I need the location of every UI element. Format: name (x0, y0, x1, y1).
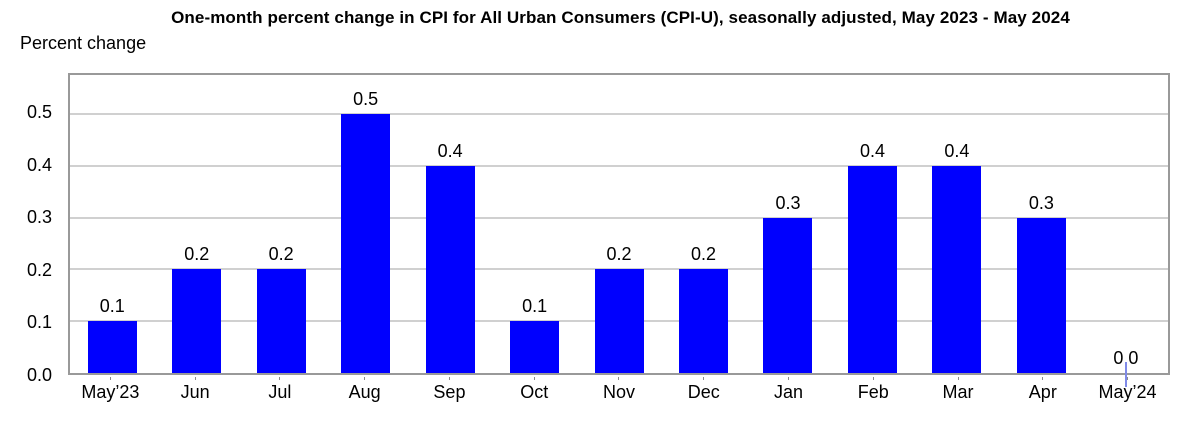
x-label-slot: Jan (746, 377, 831, 402)
bar (594, 269, 644, 373)
x-tickmark (194, 377, 196, 380)
x-tick-label: Sep (433, 382, 466, 402)
bar-slot: 0.2 (239, 75, 323, 373)
x-label-slot: Apr (1000, 377, 1085, 402)
bar-slot: 0.1 (492, 75, 576, 373)
bar-value-label: 0.1 (522, 296, 548, 317)
bar (341, 113, 391, 373)
bar-value-label: 0.0 (1113, 348, 1139, 368)
x-label-slot: Aug (322, 377, 407, 402)
bar-value-label: 0.2 (184, 244, 210, 265)
y-tick-label: 0.4 (26, 154, 52, 175)
bar-slot: 0.2 (661, 75, 745, 373)
bar-slot: 0.2 (577, 75, 661, 373)
bar-slot: 0.1 (70, 75, 154, 373)
bar-value-label: 0.4 (437, 140, 463, 161)
bar-value-label: 0.4 (944, 140, 970, 161)
y-tick-label: 0.2 (26, 259, 52, 280)
y-axis-title: Percent change (20, 33, 147, 53)
x-tick-label: Jan (773, 382, 804, 402)
chart-title: One-month percent change in CPI for All … (171, 8, 1070, 27)
bar-slot: 0.4 (408, 75, 492, 373)
x-label-slot: Sep (407, 377, 492, 402)
bars-row: 0.1 0.2 0.2 0.5 0.4 0.1 0.2 0.2 0.3 0.4 0.4 0.3 0.0 (70, 75, 1168, 387)
x-label-slot: May’24 (1085, 377, 1170, 402)
bar-slot: 0.0 (1084, 75, 1168, 387)
bar-value-label: 0.2 (268, 244, 294, 265)
bar-value-label: 0.1 (99, 296, 125, 317)
x-tick-label: Aug (348, 382, 381, 402)
x-tickmark (872, 377, 874, 380)
x-tickmark (109, 377, 111, 380)
gridline (70, 216, 1168, 219)
y-tick-label: 0.3 (26, 207, 52, 228)
x-label-slot: Jul (238, 377, 323, 402)
bar-slot: 0.4 (915, 75, 999, 373)
bar-slot: 0.4 (830, 75, 914, 373)
bar (87, 321, 137, 373)
bar-slot: 0.5 (323, 75, 407, 373)
gridline (70, 164, 1168, 167)
x-tickmark (364, 377, 366, 380)
x-tick-label: Mar (942, 382, 974, 402)
x-tick-label: Dec (687, 382, 720, 402)
bar (425, 165, 475, 373)
bar (679, 269, 729, 373)
x-tick-label: Feb (857, 382, 889, 402)
y-tick-label: 0.5 (26, 102, 52, 123)
x-tickmark (957, 377, 959, 380)
y-axis-tick-labels: 0.0 0.1 0.2 0.3 0.4 0.5 (0, 73, 60, 384)
bar-value-label: 0.5 (353, 88, 379, 109)
x-tick-label: May’24 (1098, 382, 1157, 402)
x-tick-label: Apr (1028, 382, 1057, 402)
x-label-slot: Feb (831, 377, 916, 402)
x-label-slot: May’23 (68, 377, 153, 402)
bar (763, 217, 813, 373)
bar-value-label: 0.2 (606, 244, 632, 265)
y-tick-label: 0.1 (26, 312, 52, 333)
bar (932, 165, 982, 373)
bar (847, 165, 897, 373)
x-tick-label: May’23 (81, 382, 140, 402)
x-tickmark (279, 377, 281, 380)
bar-value-label: 0.4 (859, 140, 885, 161)
bar (510, 321, 560, 373)
bar (1016, 217, 1066, 373)
gridline (70, 112, 1168, 115)
x-label-slot: Jun (153, 377, 238, 402)
x-label-slot: Oct (492, 377, 577, 402)
bar (172, 269, 222, 373)
x-tickmark (533, 377, 535, 380)
x-tick-label: Nov (602, 382, 635, 402)
x-label-slot: Nov (577, 377, 662, 402)
x-tickmark (618, 377, 620, 380)
x-tickmark (1042, 377, 1044, 380)
x-tick-label: Jul (268, 382, 292, 402)
zero-value-marker (1124, 362, 1127, 387)
bar-slot: 0.3 (999, 75, 1083, 373)
bar-value-label: 0.3 (775, 192, 801, 213)
x-label-slot: Mar (916, 377, 1001, 402)
x-tick-label: Jun (180, 382, 210, 402)
bar-slot: 0.3 (746, 75, 830, 373)
bar-value-label: 0.2 (691, 244, 717, 265)
x-label-slot: Dec (661, 377, 746, 402)
x-tickmark (788, 377, 789, 380)
x-axis-tick-labels: May’23 Jun Jul Aug Sep Oct Nov Dec Jan Feb Mar Apr M… (68, 377, 1170, 402)
x-tickmark (703, 377, 705, 380)
x-tickmark (1127, 377, 1129, 380)
bar-value-label: 0.3 (1028, 192, 1054, 213)
x-tick-label: Oct (520, 382, 549, 402)
bar (256, 269, 306, 373)
plot-area: 0.1 0.2 0.2 0.5 0.4 0.1 0.2 0.2 0.3 0.4 0.4 0.3 0.0 (68, 73, 1170, 387)
bar-slot: 0.2 (154, 75, 238, 373)
y-tick-label: 0.0 (26, 365, 52, 385)
x-tickmark (448, 377, 450, 380)
